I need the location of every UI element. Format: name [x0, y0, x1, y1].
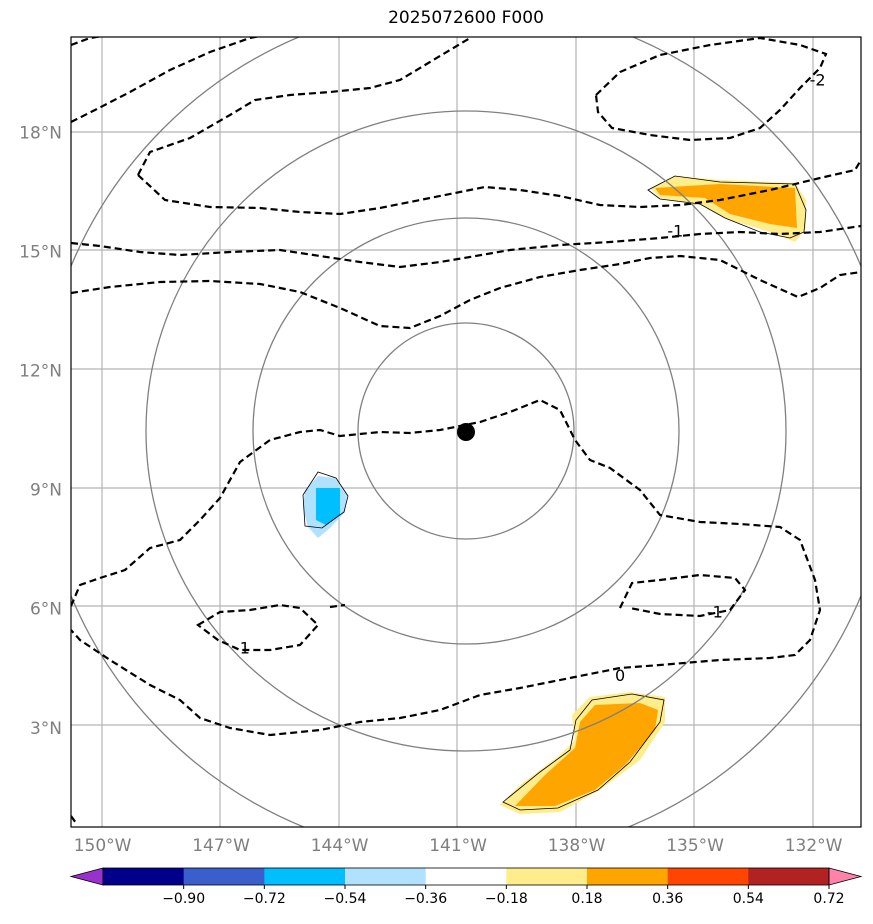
- colorbar-segment: [506, 868, 588, 885]
- colorbar-segment: [587, 868, 669, 885]
- storm-center-marker: [457, 423, 475, 441]
- contour-upper-band-2: [137, 159, 861, 216]
- contour-label: -1: [667, 222, 683, 241]
- lon-tick-label: 141°W: [429, 836, 487, 856]
- colorbar-segment: [183, 868, 265, 885]
- contour-labels: -2 -1 -1 1 0: [240, 71, 826, 685]
- map-frame: [70, 36, 862, 828]
- colorbar-segment: [748, 868, 830, 885]
- colorbar-segment: [425, 868, 507, 885]
- lat-tick-label: 18°N: [19, 123, 62, 143]
- colorbar-extend-low: [69, 867, 104, 886]
- colorbar-tick-label: −0.18: [485, 891, 528, 907]
- lat-tick-label: 12°N: [19, 361, 62, 381]
- contour-zero-mid: [71, 398, 822, 737]
- contour-small-mark: [329, 603, 346, 609]
- colorbar-tick-label: 0.18: [571, 891, 602, 907]
- colorbar-frame: [102, 867, 830, 886]
- map-title: 2025072600 F000: [388, 8, 544, 28]
- contour-upper-band: [137, 37, 471, 176]
- lon-tick-label: 147°W: [192, 836, 250, 856]
- colorbar-tick-label: −0.72: [243, 891, 286, 907]
- colorbar-tick-label: −0.54: [324, 891, 367, 907]
- lat-tick-label: 6°N: [30, 600, 62, 620]
- colorbar-segment: [103, 868, 185, 885]
- dashed-contours: [71, 37, 861, 824]
- contour-minus1-lower: [71, 254, 861, 330]
- lat-tick-label: 3°N: [30, 719, 62, 739]
- shade-ne-orange: [655, 184, 797, 228]
- contour-minus1-east: [619, 573, 747, 618]
- shade-se-orange: [515, 703, 658, 806]
- contour-minus1-upper: [71, 224, 861, 269]
- contour-label: -2: [810, 71, 826, 90]
- colorbar-segment: [264, 868, 346, 885]
- lon-tick-labels: 150°W 147°W 144°W 141°W 138°W 135°W 132°W: [74, 836, 843, 856]
- contour-label: -1: [707, 603, 723, 622]
- colorbar-segment: [345, 868, 427, 885]
- shaded-regions: [303, 176, 806, 814]
- lat-tick-labels: 3°N 6°N 9°N 12°N 15°N 18°N: [19, 123, 62, 738]
- colorbar-tick-label: −0.90: [162, 891, 205, 907]
- range-ring-3: [145, 110, 787, 752]
- colorbar-segment: [667, 868, 749, 885]
- contour-minus2-ne: [594, 37, 828, 142]
- range-ring-1: [357, 322, 575, 540]
- contour-top-1: [71, 37, 105, 47]
- lon-tick-label: 135°W: [666, 836, 724, 856]
- contour-label: 1: [240, 638, 250, 657]
- lon-tick-label: 144°W: [311, 836, 369, 856]
- lon-tick-label: 138°W: [548, 836, 606, 856]
- lon-tick-label: 150°W: [74, 836, 132, 856]
- colorbar-tick-label: 0.72: [813, 891, 844, 907]
- range-rings: [71, 37, 861, 827]
- colorbar-tick-label: 0.54: [733, 891, 764, 907]
- contour-bottom-left: [71, 815, 77, 824]
- contour-one-west: [196, 603, 320, 652]
- lon-tick-label: 132°W: [785, 836, 843, 856]
- lat-tick-label: 9°N: [30, 481, 62, 501]
- shade-w-blue: [316, 488, 340, 525]
- shade-outlines: [302, 175, 807, 811]
- lat-tick-label: 15°N: [19, 242, 62, 262]
- colorbar-tick-label: 0.36: [652, 891, 683, 907]
- contour-label: 0: [615, 666, 625, 685]
- colorbar-extend-high: [828, 867, 863, 886]
- colorbar-tick-label: −0.36: [404, 891, 447, 907]
- colorbar: −0.90 −0.72 −0.54 −0.36 −0.18 0.18 0.36 0.54 0.7…: [69, 867, 863, 907]
- contour-top-2: [71, 37, 261, 123]
- range-ring-2: [252, 217, 680, 645]
